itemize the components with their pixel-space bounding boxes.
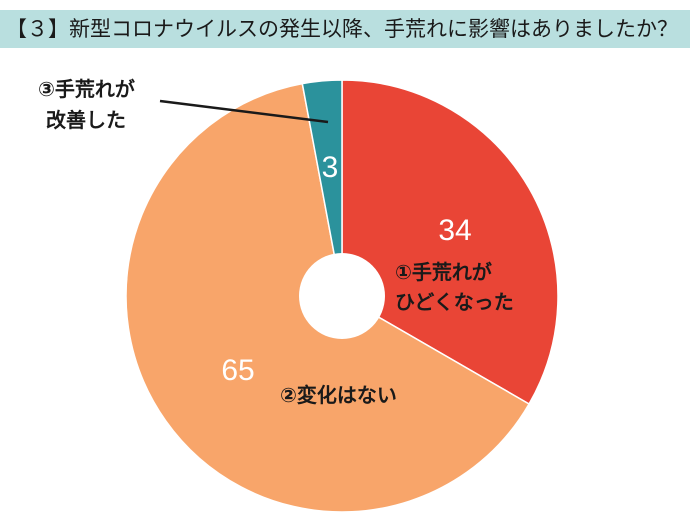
title-bar: 【３】新型コロナウイルスの発生以降、手荒れに影響はありましたか？ [0, 10, 690, 48]
slice-2-value-label: 65 [221, 354, 254, 387]
slice-3-category-label-line-2: 改善した [46, 108, 126, 132]
slice-3-leader-line [159, 99, 329, 124]
slice-3-category-label-line-1: ③手荒れが [38, 77, 135, 101]
slice-3-value-label: 3 [322, 151, 339, 184]
donut-hole [299, 253, 385, 339]
slice-1-category-label-line-2: ひどくなった [395, 290, 514, 314]
slice-1-value-label: 34 [438, 214, 471, 247]
slice-2-category-label: ②変化はない [280, 383, 397, 407]
slice-1-category-label-line-1: ①手荒れが [395, 260, 492, 284]
chart-title: 【３】新型コロナウイルスの発生以降、手荒れに影響はありましたか？ [6, 17, 678, 41]
pie-slice-3 [301, 79, 343, 297]
pie-slice-1 [341, 79, 559, 406]
